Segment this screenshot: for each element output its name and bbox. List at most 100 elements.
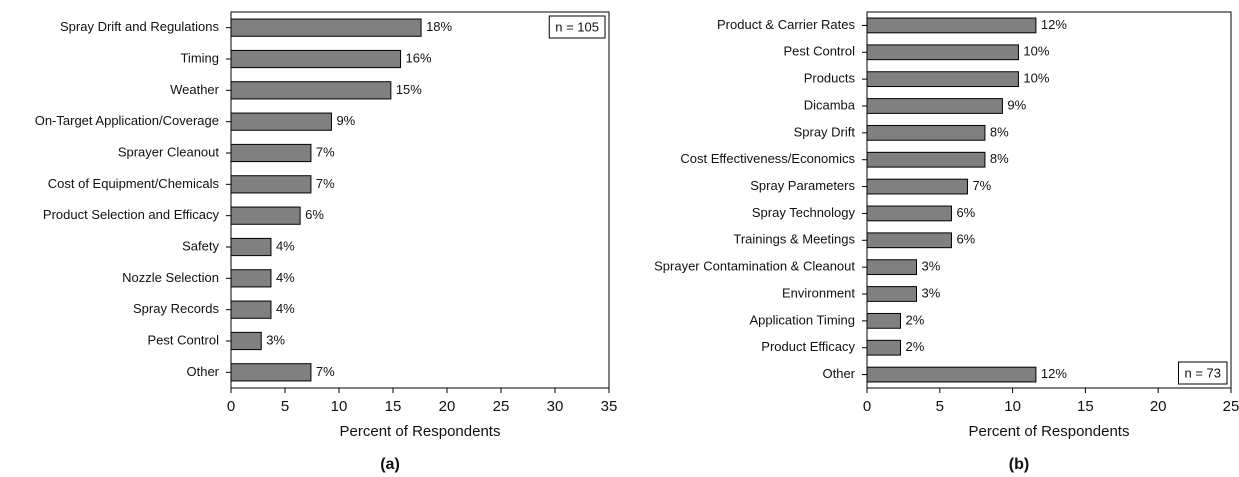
value-label: 7% [316,364,335,379]
value-label: 12% [1041,17,1067,32]
y-tick-label: Spray Records [133,301,219,316]
bar [866,286,918,302]
plot-frame [866,11,1232,389]
bar [866,71,1019,88]
bar [230,175,312,194]
x-tick-label: 0 [227,398,235,415]
y-tick-label: Spray Parameters [750,178,855,193]
bar [866,232,952,249]
bar [230,237,272,257]
y-tick-label: Other [186,364,219,379]
x-tick-label: 5 [936,398,944,415]
value-label: 10% [1023,71,1049,86]
x-axis-label: Percent of Respondents [340,423,501,440]
bar [230,269,272,288]
x-tick-label: 10 [331,398,348,415]
note-box [1177,361,1228,385]
bar [866,98,1003,114]
value-label: 8% [990,124,1009,139]
x-tick-label: 25 [1223,398,1239,415]
x-tick-label: 5 [281,398,289,415]
y-tick-label: Pest Control [783,44,855,59]
value-label: 3% [266,332,285,347]
bar [866,178,968,195]
bar [230,143,312,163]
value-label: 4% [276,301,295,316]
bar [230,300,272,319]
x-tick-label: 25 [493,398,510,415]
note: n = 105 [555,19,599,34]
bar [866,339,901,356]
y-tick-label: Spray Drift and Regulations [60,19,219,34]
x-tick-label: 15 [1077,398,1094,415]
x-tick-label: 10 [1004,398,1021,415]
value-label: 18% [426,19,452,34]
note: n = 73 [1184,365,1221,380]
bar [866,44,1019,61]
y-tick-label: Sprayer Cleanout [118,144,220,159]
value-label: 12% [1041,366,1067,381]
y-tick-label: Product & Carrier Rates [717,17,855,32]
bar [230,331,262,351]
value-label: 4% [276,238,295,253]
y-tick-label: Timing [180,50,219,65]
bar [866,17,1037,34]
x-tick-label: 20 [439,398,456,415]
y-tick-label: Products [804,71,856,86]
y-tick-label: Pest Control [147,332,219,347]
x-tick-label: 15 [385,398,402,415]
value-label: 7% [316,176,335,191]
x-axis-label: Percent of Respondents [969,423,1130,440]
value-label: 7% [316,144,335,159]
value-label: 2% [905,339,924,354]
panel-label: (b) [1009,456,1029,473]
value-label: 3% [922,259,941,274]
note-box [548,15,606,39]
value-label: 10% [1023,44,1049,59]
y-tick-label: Spray Drift [794,124,856,139]
value-label: 3% [922,285,941,300]
value-label: 9% [1007,97,1026,112]
value-label: 6% [956,232,975,247]
y-tick-label: On-Target Application/Coverage [35,113,219,128]
bar [866,124,986,141]
value-label: 7% [972,178,991,193]
value-label: 6% [305,207,324,222]
bar [230,112,332,131]
y-tick-label: Other [822,366,855,381]
value-label: 4% [276,270,295,285]
bar [230,206,301,225]
x-tick-label: 0 [863,398,871,415]
y-tick-label: Sprayer Contamination & Cleanout [654,259,855,274]
value-label: 16% [406,50,432,65]
bar [866,312,901,329]
y-tick-label: Environment [782,285,855,300]
x-tick-label: 20 [1150,398,1167,415]
value-label: 6% [956,205,975,220]
bar [866,205,952,222]
value-label: 8% [990,151,1009,166]
y-tick-label: Cost Effectiveness/Economics [680,151,855,166]
y-tick-label: Product Selection and Efficacy [43,207,220,222]
y-tick-label: Dicamba [804,97,856,112]
y-tick-label: Weather [170,82,220,97]
bar [866,366,1037,383]
plot-frame [230,11,610,389]
value-label: 9% [336,113,355,128]
y-tick-label: Safety [182,238,219,253]
bar [230,363,312,382]
x-tick-label: 35 [601,398,618,415]
y-tick-label: Application Timing [750,312,856,327]
value-label: 15% [396,82,422,97]
x-tick-label: 30 [547,398,564,415]
bar [230,81,392,100]
y-tick-label: Spray Technology [752,205,856,220]
bar [230,49,402,69]
bar [866,151,986,168]
bar [230,18,422,37]
value-label: 2% [905,312,924,327]
bar [866,259,918,276]
panel-label: (a) [380,456,400,473]
y-tick-label: Nozzle Selection [122,270,219,285]
